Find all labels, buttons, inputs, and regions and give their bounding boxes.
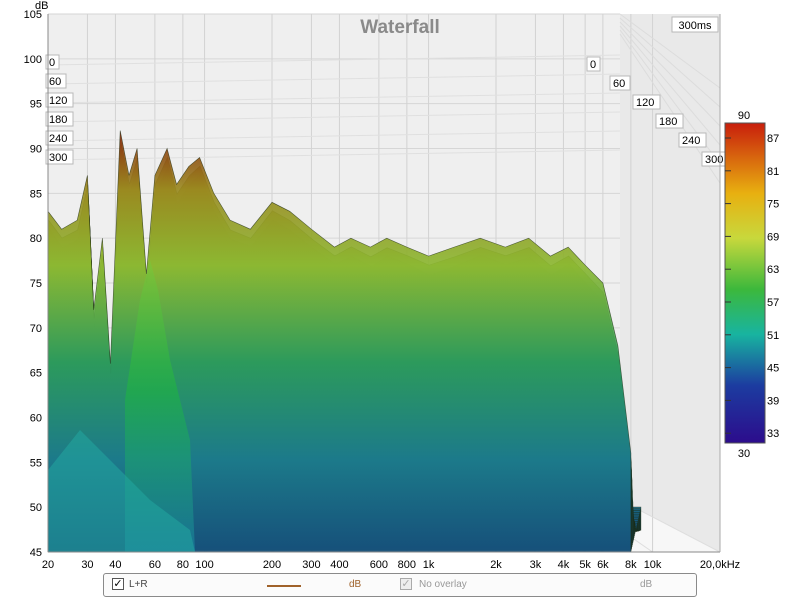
time-tick-box-right — [632, 94, 661, 110]
colorbar-tick-label: 75 — [767, 199, 779, 211]
series-checkbox[interactable]: ✓ — [112, 578, 124, 590]
time-gridline — [47, 73, 621, 85]
time-tick-label-right: 180 — [659, 116, 677, 128]
bass-highlight — [125, 260, 195, 552]
waterfall-surface — [47, 130, 642, 553]
time-gridline — [47, 111, 621, 123]
y-tick-label: 80 — [30, 233, 42, 245]
series-unit: dB — [349, 579, 362, 590]
x-tick-label: 400 — [330, 559, 348, 571]
time-tick-box-right — [678, 132, 707, 148]
time-gridline-right — [619, 13, 721, 89]
y-tick-label: 65 — [30, 368, 42, 380]
time-tick-box-right — [586, 56, 601, 72]
time-tick-label-right: 60 — [613, 78, 625, 90]
time-range-box — [671, 16, 719, 33]
time-tick-box-left — [45, 130, 74, 146]
y-tick-label: 90 — [30, 144, 42, 156]
x-tick-label: 80 — [177, 559, 189, 571]
colorbar: 90 30 87 81 75 69 63 57 51 45 39 33 — [724, 110, 779, 460]
x-tick-label: 1k — [423, 559, 435, 571]
colorbar-tick-label: 69 — [767, 231, 779, 243]
overlay-label: No overlay — [419, 579, 467, 590]
y-tick-label: 55 — [30, 457, 42, 469]
time-gridline — [47, 149, 621, 161]
x-tick-label: 800 — [398, 559, 416, 571]
time-tick-box-right — [609, 75, 631, 91]
time-tick-label-right: 300 — [705, 154, 723, 166]
colorbar-tick-label: 81 — [767, 166, 779, 178]
x-tick-label: 10k — [644, 559, 662, 571]
x-tick-label: 8k — [625, 559, 637, 571]
time-tick-label-left: 240 — [49, 133, 67, 145]
time-tick-box-left — [45, 73, 67, 89]
overlay-checkbox[interactable]: ✓ — [400, 578, 412, 590]
y-tick-label: 100 — [24, 54, 42, 66]
time-range-label: 300ms — [678, 20, 712, 32]
y-tick-label: 70 — [30, 323, 42, 335]
time-tick-box-right — [655, 113, 684, 129]
colorbar-tick-label: 87 — [767, 133, 779, 145]
legend-bar: ✓ L+R dB ✓ No overlay dB — [103, 573, 697, 597]
time-gridline — [47, 130, 621, 142]
time-gridline-right — [619, 25, 721, 146]
x-tick-label: 60 — [149, 559, 161, 571]
y-tick-label: 50 — [30, 502, 42, 514]
x-tick-label: 30 — [81, 559, 93, 571]
low-end-floor — [48, 430, 195, 552]
x-tick-label: 20 — [42, 559, 54, 571]
x-tick-label: 2k — [490, 559, 502, 571]
overlay-unit: dB — [640, 579, 653, 590]
colorbar-gradient — [724, 122, 766, 444]
series-line-swatch — [267, 585, 301, 587]
time-gridline-right — [619, 17, 721, 108]
x-tick-label: 20,0kHz — [700, 559, 740, 571]
x-tick-label: 40 — [109, 559, 121, 571]
colorbar-tick-label: 33 — [767, 428, 779, 440]
colorbar-tick-label: 63 — [767, 264, 779, 276]
x-tick-label: 300 — [302, 559, 320, 571]
colorbar-tick-label: 45 — [767, 363, 779, 375]
x-tick-label: 100 — [195, 559, 213, 571]
time-tick-box-left — [45, 149, 74, 165]
chart-title: Waterfall — [360, 17, 440, 38]
colorbar-max-label: 90 — [738, 110, 750, 122]
time-tick-label-right: 0 — [590, 59, 596, 71]
time-tick-label-left: 180 — [49, 114, 67, 126]
colorbar-tick-label: 51 — [767, 330, 779, 342]
colorbar-tick-label: 57 — [767, 297, 779, 309]
right-wall — [620, 14, 720, 552]
x-tick-label: 5k — [579, 559, 591, 571]
axes: 45 50 55 60 65 70 75 80 85 90 95 100 105 20 30 40 60 80 10… — [24, 9, 741, 571]
time-tick-box-left — [45, 54, 60, 70]
x-tick-label: 6k — [597, 559, 609, 571]
y-axis-unit-label: dB — [35, 0, 48, 12]
time-gridline — [47, 54, 621, 66]
time-tick-box-left — [45, 92, 74, 108]
time-tick-label-right: 120 — [636, 97, 654, 109]
colorbar-tick-label: 39 — [767, 395, 779, 407]
time-gridline — [47, 92, 621, 104]
time-tick-label-left: 60 — [49, 76, 61, 88]
time-tick-label-left: 120 — [49, 95, 67, 107]
time-tick-label-left: 300 — [49, 152, 67, 164]
y-tick-label: 75 — [30, 278, 42, 290]
time-tick-box-left — [45, 111, 74, 127]
x-tick-label: 200 — [263, 559, 281, 571]
time-gridline-right — [619, 21, 721, 127]
time-tick-label-left: 0 — [49, 57, 55, 69]
x-tick-label: 600 — [370, 559, 388, 571]
x-tick-label: 3k — [530, 559, 542, 571]
time-tick-label-right: 240 — [682, 135, 700, 147]
y-tick-label: 105 — [24, 9, 42, 21]
y-tick-label: 95 — [30, 99, 42, 111]
y-tick-label: 45 — [30, 547, 42, 559]
colorbar-min-label: 30 — [738, 448, 750, 460]
y-tick-label: 85 — [30, 188, 42, 200]
y-tick-label: 60 — [30, 413, 42, 425]
series-label: L+R — [129, 579, 148, 590]
waterfall-slice — [47, 130, 632, 553]
x-tick-label: 4k — [558, 559, 570, 571]
